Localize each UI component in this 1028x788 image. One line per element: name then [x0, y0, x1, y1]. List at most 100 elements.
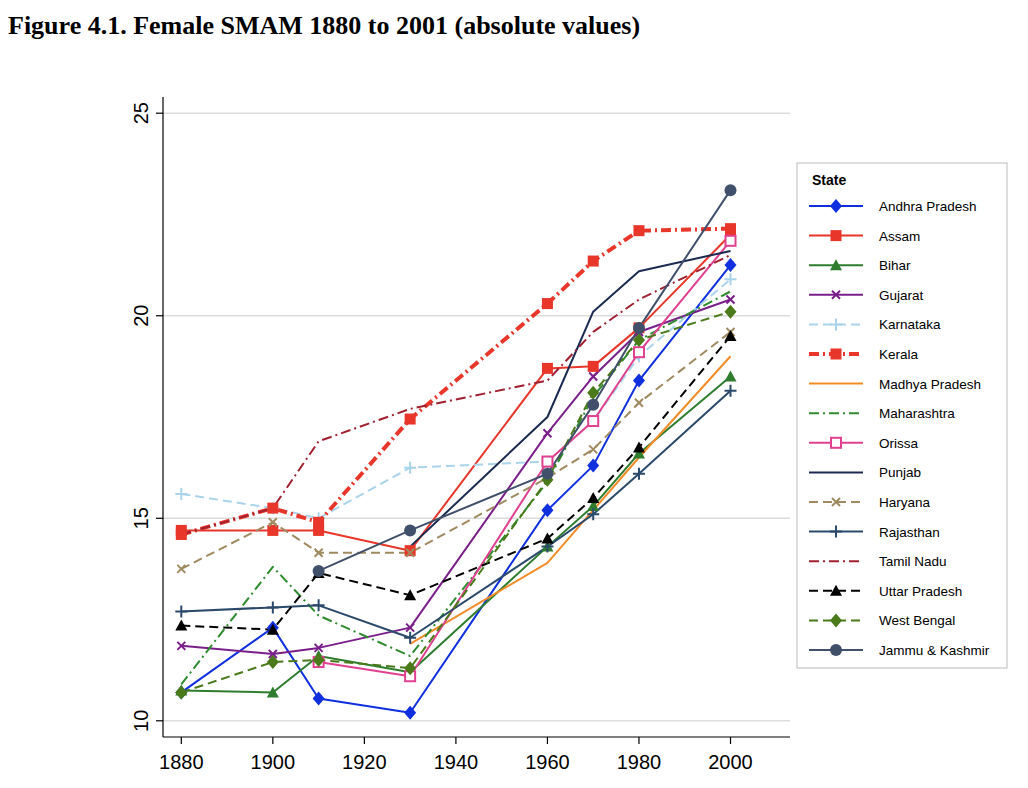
marker — [404, 524, 416, 536]
marker — [633, 322, 644, 333]
marker — [315, 549, 323, 557]
marker — [633, 468, 645, 480]
marker — [542, 298, 553, 309]
marker — [725, 305, 737, 319]
marker — [726, 236, 736, 246]
marker — [541, 533, 553, 544]
marker — [831, 230, 842, 241]
x-tick-label: 1920 — [342, 751, 387, 773]
legend-label: Punjab — [879, 465, 921, 480]
series-line — [181, 255, 730, 534]
marker — [830, 259, 842, 270]
marker — [832, 291, 840, 299]
marker — [177, 642, 185, 650]
series-line — [181, 235, 730, 551]
marker — [588, 256, 599, 267]
marker — [541, 456, 553, 468]
marker — [831, 438, 841, 448]
y-tick-label: 10 — [130, 710, 152, 732]
marker — [725, 330, 737, 341]
marker — [269, 518, 277, 526]
marker — [633, 225, 644, 236]
marker — [267, 503, 278, 514]
marker — [543, 429, 551, 437]
marker — [830, 585, 842, 596]
y-axis — [162, 97, 163, 737]
marker — [313, 692, 325, 706]
series-line — [181, 291, 730, 684]
legend-title: State — [812, 172, 846, 188]
x-tick — [638, 737, 639, 744]
marker — [633, 374, 645, 388]
marker — [541, 503, 553, 517]
legend-label: Jammu & Kashmir — [879, 643, 990, 658]
marker — [725, 273, 737, 285]
marker — [589, 372, 597, 380]
legend-label: Haryana — [879, 495, 931, 510]
grid-line — [163, 518, 790, 520]
legend-line — [809, 471, 863, 473]
marker — [406, 624, 414, 632]
series-line — [319, 241, 731, 676]
grid-line — [163, 315, 790, 317]
marker — [541, 468, 553, 480]
marker — [587, 415, 599, 427]
marker — [405, 545, 416, 556]
x-tick — [364, 737, 365, 744]
marker — [831, 349, 842, 360]
legend-label: Orissa — [879, 436, 918, 451]
marker — [727, 296, 735, 304]
y-tick — [156, 720, 163, 721]
marker — [830, 199, 842, 213]
legend-label: Karnataka — [879, 317, 941, 332]
y-tick — [156, 315, 163, 316]
marker — [177, 565, 185, 573]
marker — [587, 508, 599, 520]
grid-line — [163, 112, 790, 114]
marker — [633, 322, 645, 334]
x-tick-label: 1940 — [434, 751, 479, 773]
marker — [404, 589, 416, 600]
legend-line — [809, 383, 863, 385]
marker — [175, 685, 187, 699]
legend-label: Bihar — [879, 258, 911, 273]
marker — [313, 599, 325, 611]
x-tick — [272, 737, 273, 744]
title: Figure 4.1. Female SMAM 1880 to 2001 (ab… — [8, 11, 640, 40]
marker — [830, 613, 842, 627]
legend-label: Uttar Pradesh — [879, 584, 962, 599]
marker — [267, 624, 279, 635]
marker — [175, 488, 187, 500]
marker — [725, 184, 737, 196]
marker — [175, 620, 187, 631]
series-line — [181, 312, 730, 693]
x-tick-label: 2000 — [708, 751, 753, 773]
marker — [267, 686, 279, 697]
marker — [587, 386, 599, 400]
marker — [313, 653, 325, 667]
marker — [635, 399, 643, 407]
legend-label: West Bengal — [879, 613, 955, 628]
series-line — [181, 391, 730, 638]
marker — [588, 416, 598, 426]
x-tick-label: 1880 — [159, 751, 204, 773]
marker — [542, 457, 552, 467]
marker — [313, 565, 325, 577]
y-tick-label: 15 — [130, 507, 152, 529]
marker — [404, 661, 416, 675]
series-line — [181, 332, 730, 569]
marker — [587, 492, 599, 503]
chart: Figure 4.1. Female SMAM 1880 to 2001 (ab… — [0, 0, 1028, 788]
x-tick — [547, 737, 548, 744]
marker — [267, 601, 279, 613]
x-tick — [730, 737, 731, 744]
series-line — [181, 300, 730, 654]
x-tick-label: 1980 — [617, 751, 662, 773]
legend-label: Gujarat — [879, 288, 924, 303]
legend-label: Assam — [879, 229, 920, 244]
y-tick — [156, 518, 163, 519]
marker — [587, 459, 599, 473]
marker — [176, 529, 187, 540]
series-line — [181, 376, 730, 692]
marker — [830, 526, 842, 538]
